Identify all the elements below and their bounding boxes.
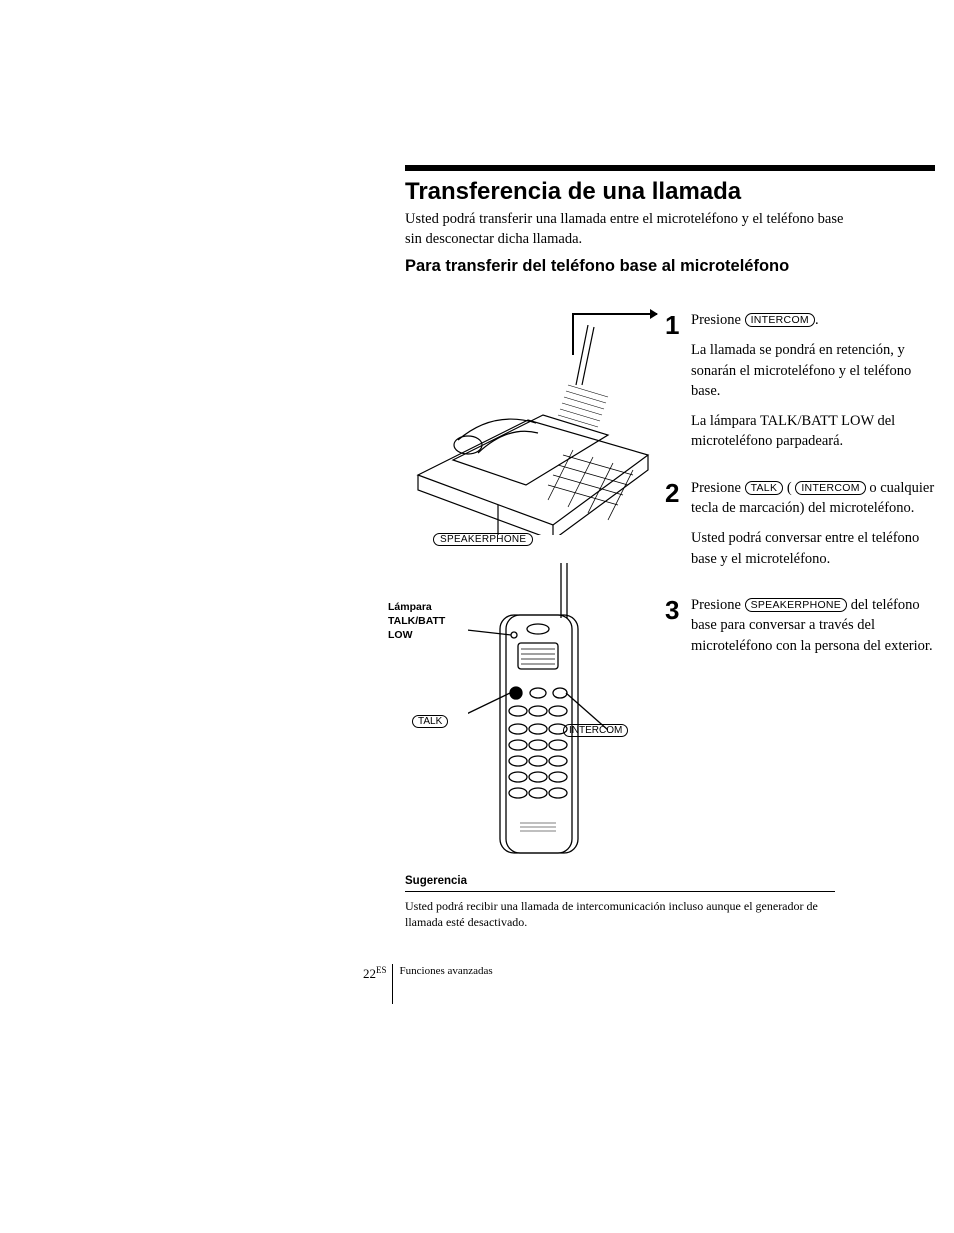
talk-keycap: TALK <box>745 481 784 495</box>
handset-illustration <box>468 563 608 863</box>
text: Presione <box>691 312 745 328</box>
step-body: Presione SPEAKERPHONE del teléfono base … <box>691 595 935 666</box>
page-footer: 22ES Funciones avanzadas <box>363 965 493 1005</box>
text: La llamada se pondrá en retención, y son… <box>691 340 935 401</box>
lang-code: ES <box>376 965 387 975</box>
intro-paragraph: Usted podrá transferir una llamada entre… <box>405 210 850 249</box>
text: . <box>815 312 819 328</box>
step-1: 1 Presione INTERCOM. La llamada se pondr… <box>665 310 935 462</box>
text: Presione <box>691 597 745 613</box>
base-phone-illustration <box>398 325 653 535</box>
footer-divider <box>392 964 393 1004</box>
step-body: Presione INTERCOM. La llamada se pondrá … <box>691 310 935 462</box>
sugerencia-body: Usted podrá recibir una llamada de inter… <box>405 898 835 930</box>
intercom-keycap: INTERCOM <box>795 481 865 495</box>
step-number: 2 <box>665 480 691 579</box>
text: Usted podrá conversar entre el teléfono … <box>691 528 935 569</box>
manual-page: Transferencia de una llamada Usted podrá… <box>0 0 954 1233</box>
step-2: 2 Presione TALK ( INTERCOM o cualquier t… <box>665 478 935 579</box>
steps-list: 1 Presione INTERCOM. La llamada se pondr… <box>665 310 935 682</box>
lamp-label-line2: TALK/BATT <box>388 615 445 627</box>
speakerphone-keycap: SPEAKERPHONE <box>745 598 848 612</box>
lamp-label-line3: LOW <box>388 629 413 641</box>
step-3: 3 Presione SPEAKERPHONE del teléfono bas… <box>665 595 935 666</box>
divider <box>405 891 835 892</box>
page-number: 22 <box>363 966 376 981</box>
diagram-area: SPEAKERPHONE <box>388 305 668 865</box>
page-title: Transferencia de una llamada <box>405 178 741 206</box>
lamp-label: Lámpara TALK/BATT LOW <box>388 600 445 643</box>
lamp-label-line1: Lámpara <box>388 601 432 613</box>
text: ( <box>783 480 795 496</box>
sugerencia-heading: Sugerencia <box>405 875 835 887</box>
step-number: 3 <box>665 597 691 666</box>
intercom-keycap: INTERCOM <box>745 313 815 327</box>
section-subheading: Para transferir del teléfono base al mic… <box>405 256 825 277</box>
title-rule <box>405 165 935 171</box>
section-name: Funciones avanzadas <box>400 965 493 977</box>
text: Presione <box>691 480 745 496</box>
talk-key-label: TALK <box>412 715 448 728</box>
text: La lámpara TALK/BATT LOW del microteléfo… <box>691 411 935 452</box>
sugerencia-block: Sugerencia Usted podrá recibir una llama… <box>405 875 835 930</box>
intercom-key-label: INTERCOM <box>563 724 628 737</box>
step-body: Presione TALK ( INTERCOM o cualquier tec… <box>691 478 935 579</box>
step-number: 1 <box>665 312 691 462</box>
speakerphone-key-label: SPEAKERPHONE <box>433 533 533 546</box>
